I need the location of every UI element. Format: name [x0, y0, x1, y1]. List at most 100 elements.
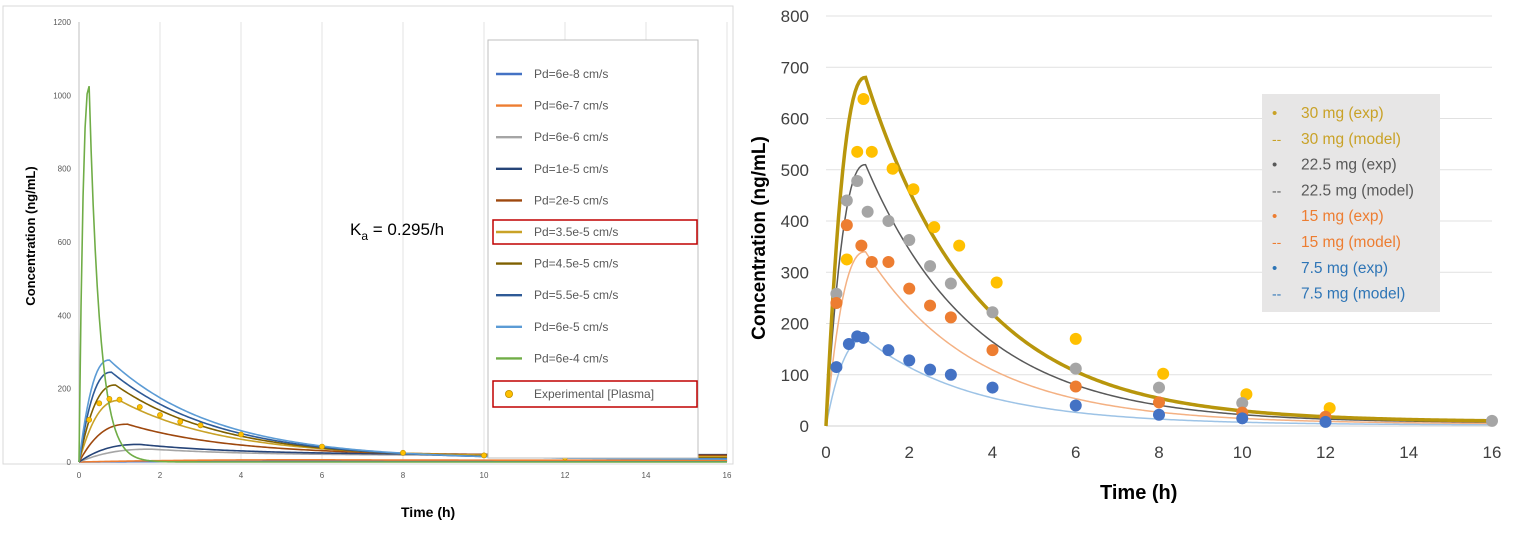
right-experimental-point — [1157, 367, 1170, 380]
right-experimental-point — [882, 256, 895, 268]
right-y-tick-label: 300 — [781, 263, 809, 282]
right-experimental-point — [953, 239, 966, 252]
left-y-axis-label: Concentration (ng/mL) — [23, 166, 38, 305]
right-experimental-point — [1069, 399, 1082, 412]
right-experimental-point — [986, 344, 999, 357]
right-legend-marker: • — [1272, 105, 1277, 122]
right-experimental-points — [830, 93, 1498, 428]
right-experimental-point — [865, 256, 878, 268]
right-x-tick-label: 16 — [1483, 443, 1502, 462]
right-x-tick-label: 12 — [1316, 443, 1335, 462]
left-experimental-point — [197, 422, 204, 429]
right-legend-box — [1262, 94, 1440, 312]
left-experimental-point — [116, 396, 123, 403]
right-experimental-point — [830, 361, 843, 374]
right-x-tick-label: 8 — [1154, 443, 1163, 462]
right-experimental-point — [1069, 362, 1082, 375]
right-x-ticks: 0 2 4 6 8 10 12 14 16 — [821, 443, 1501, 462]
right-experimental-point — [886, 162, 899, 175]
left-experimental-point — [400, 449, 406, 456]
right-legend-label: 30 mg (exp) — [1301, 105, 1384, 122]
right-experimental-point — [1153, 408, 1165, 421]
left-legend-label: Pd=6e-4 cm/s — [534, 351, 608, 365]
left-legend-label: Experimental [Plasma] — [534, 387, 654, 401]
left-x-axis-label: Time (h) — [401, 504, 455, 520]
left-y-ticks: 0 200 400 600 800 1000 1200 — [53, 18, 71, 467]
left-y-tick-label: 800 — [58, 165, 72, 174]
right-experimental-point — [924, 260, 937, 273]
left-x-tick-label: 2 — [158, 471, 163, 480]
right-experimental-point — [1153, 381, 1165, 394]
left-legend-label: Pd=6e-7 cm/s — [534, 99, 608, 113]
right-experimental-point — [861, 205, 874, 218]
right-experimental-point — [855, 239, 868, 252]
right-experimental-point — [1069, 332, 1082, 345]
left-legend-label: Pd=2e-5 cm/s — [534, 193, 608, 207]
right-x-tick-label: 4 — [988, 443, 997, 462]
right-experimental-point — [1486, 414, 1498, 427]
left-experimental-point — [238, 431, 244, 438]
right-y-tick-label: 600 — [781, 110, 809, 129]
right-experimental-point — [1236, 396, 1249, 409]
left-legend-label: Pd=6e-5 cm/s — [534, 320, 608, 334]
right-experimental-point — [986, 381, 999, 394]
left-x-tick-label: 14 — [642, 471, 651, 480]
right-legend-label: 7.5 mg (exp) — [1301, 260, 1388, 277]
left-experimental-point — [157, 412, 163, 418]
left-y-tick-label: 200 — [58, 385, 72, 394]
right-legend-label: 30 mg (model) — [1301, 131, 1401, 148]
right-y-tick-label: 800 — [781, 7, 809, 26]
right-legend-label: 7.5 mg (model) — [1301, 286, 1405, 303]
left-series-line — [78, 85, 727, 463]
right-y-tick-label: 400 — [781, 212, 809, 231]
right-experimental-point — [944, 277, 957, 290]
right-experimental-point — [903, 354, 916, 367]
right-experimental-point — [840, 194, 853, 207]
left-legend-swatch — [504, 389, 513, 398]
right-legend-marker: • — [1272, 157, 1277, 174]
left-y-tick-label: 0 — [67, 458, 72, 467]
right-experimental-point — [944, 368, 957, 381]
left-y-tick-label: 1000 — [53, 91, 71, 100]
right-experimental-point — [924, 299, 937, 312]
left-legend-label: Pd=6e-8 cm/s — [534, 67, 608, 81]
right-x-axis-label: Time (h) — [1100, 482, 1177, 504]
left-legend: Pd=6e-8 cm/s Pd=6e-7 cm/s Pd=6e-6 cm/s Pd=1… — [492, 67, 698, 408]
right-experimental-point — [840, 253, 853, 266]
left-y-tick-label: 600 — [58, 238, 72, 247]
right-legend-marker: • — [1272, 260, 1277, 277]
right-legend-marker: -- — [1272, 131, 1282, 147]
right-legend-marker: -- — [1272, 286, 1282, 302]
right-experimental-point — [944, 311, 957, 324]
left-legend-label: Pd=5.5e-5 cm/s — [534, 288, 618, 302]
left-legend-highlight — [492, 380, 698, 408]
right-experimental-point — [924, 363, 937, 376]
right-x-tick-label: 14 — [1399, 443, 1418, 462]
right-experimental-point — [882, 344, 895, 357]
left-experimental-point — [319, 443, 325, 450]
left-y-tick-label: 1200 — [53, 18, 71, 27]
right-legend-marker: -- — [1272, 182, 1282, 198]
right-experimental-point — [857, 93, 870, 106]
right-experimental-point — [830, 287, 843, 300]
right-y-tick-label: 700 — [781, 58, 809, 77]
right-experimental-point — [882, 215, 895, 227]
left-x-tick-label: 10 — [480, 471, 489, 480]
left-y-tick-label: 400 — [58, 311, 72, 320]
left-experimental-point — [96, 400, 103, 407]
left-experimental-point — [106, 396, 113, 402]
left-series-line — [78, 459, 727, 463]
right-legend-marker: -- — [1272, 234, 1282, 250]
right-legend-label: 15 mg (exp) — [1301, 208, 1384, 225]
right-experimental-point — [857, 331, 870, 344]
left-x-tick-label: 4 — [239, 471, 244, 480]
left-chart-panel: 0 200 400 600 800 1000 1200 0 2 4 6 8 10 12 14 16 Time… — [2, 5, 734, 520]
right-experimental-point — [903, 282, 916, 295]
right-experimental-point — [907, 183, 920, 196]
left-legend-label: Pd=4.5e-5 cm/s — [534, 257, 618, 271]
right-legend-label: 22.5 mg (model) — [1301, 182, 1414, 199]
right-legend-label: 22.5 mg (exp) — [1301, 157, 1397, 174]
right-experimental-point — [842, 338, 855, 350]
